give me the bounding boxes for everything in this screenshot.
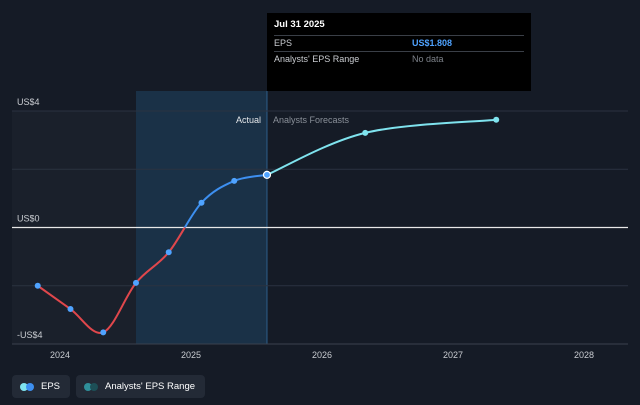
actual-period-highlight	[135, 91, 267, 344]
tooltip-row-eps: EPS US$1.808	[274, 35, 524, 51]
tooltip-range-label: Analysts' EPS Range	[274, 54, 360, 64]
tooltip-range-value: No data	[412, 54, 444, 64]
eps-actual-point-0[interactable]	[34, 282, 41, 289]
legend-range-toggle[interactable]: Analysts' EPS Range	[76, 375, 206, 398]
eps-actual-point-4[interactable]	[165, 249, 172, 256]
forecast-region-label: Analysts Forecasts	[273, 115, 350, 125]
eps-legend-icon	[20, 382, 35, 391]
x-tick-label-2025: 2025	[181, 350, 201, 360]
chart-legend: EPS Analysts' EPS Range	[12, 375, 206, 398]
eps-actual-point-2[interactable]	[100, 329, 107, 336]
tooltip-date: Jul 31 2025	[274, 19, 325, 30]
eps-actual-point-5[interactable]	[198, 199, 205, 206]
eps-forecast-line	[266, 118, 497, 176]
eps-actual-point-6[interactable]	[231, 177, 238, 184]
eps-forecast-point-0[interactable]	[362, 129, 369, 136]
legend-eps-toggle[interactable]: EPS	[12, 375, 71, 398]
tooltip-eps-label: EPS	[274, 38, 293, 48]
y-axis-label-0: US$4	[17, 97, 40, 107]
legend-eps-label: EPS	[41, 381, 61, 392]
eps-actual-point-1[interactable]	[67, 306, 74, 313]
y-axis-label-1: US$0	[17, 214, 40, 224]
range-legend-icon	[84, 382, 99, 391]
x-tick-label-2028: 2028	[574, 350, 594, 360]
x-tick-label-2024: 2024	[50, 350, 70, 360]
tooltip-row-range: Analysts' EPS Range No data	[274, 51, 524, 67]
eps-tooltip: Jul 31 2025 EPS US$1.808 Analysts' EPS R…	[267, 13, 531, 91]
x-tick-label-2027: 2027	[443, 350, 463, 360]
y-axis-label-2: -US$4	[17, 330, 43, 340]
tooltip-eps-value: US$1.808	[412, 38, 453, 48]
eps-actual-line-negative	[37, 227, 186, 334]
legend-range-label: Analysts' EPS Range	[105, 381, 196, 392]
x-tick-label-2026: 2026	[312, 350, 332, 360]
eps-actual-point-3[interactable]	[132, 279, 139, 286]
eps-point-highlighted[interactable]	[262, 170, 272, 179]
eps-forecast-point-1[interactable]	[493, 116, 500, 123]
actual-region-label: Actual	[236, 115, 261, 125]
